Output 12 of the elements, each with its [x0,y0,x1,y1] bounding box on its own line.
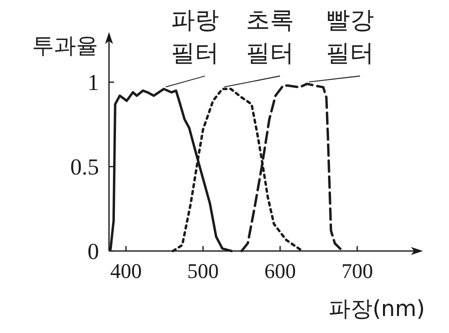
x-tick-label: 400 [110,259,142,283]
x-tick-label: 700 [341,259,373,283]
y-tick-label: 0 [88,239,99,264]
y-tick-label: 0.5 [70,154,99,180]
y-tick-label: 1 [88,70,99,96]
x-tick-label: 600 [264,259,296,283]
series-label: 초록 필터 [246,6,294,67]
series-label: 파랑 필터 [171,6,219,67]
x-tick-label: 500 [187,259,219,283]
ylabel: 투과율 [32,34,98,59]
xlabel: 파장(nm) [328,297,425,322]
series-label: 빨강 필터 [326,6,374,67]
